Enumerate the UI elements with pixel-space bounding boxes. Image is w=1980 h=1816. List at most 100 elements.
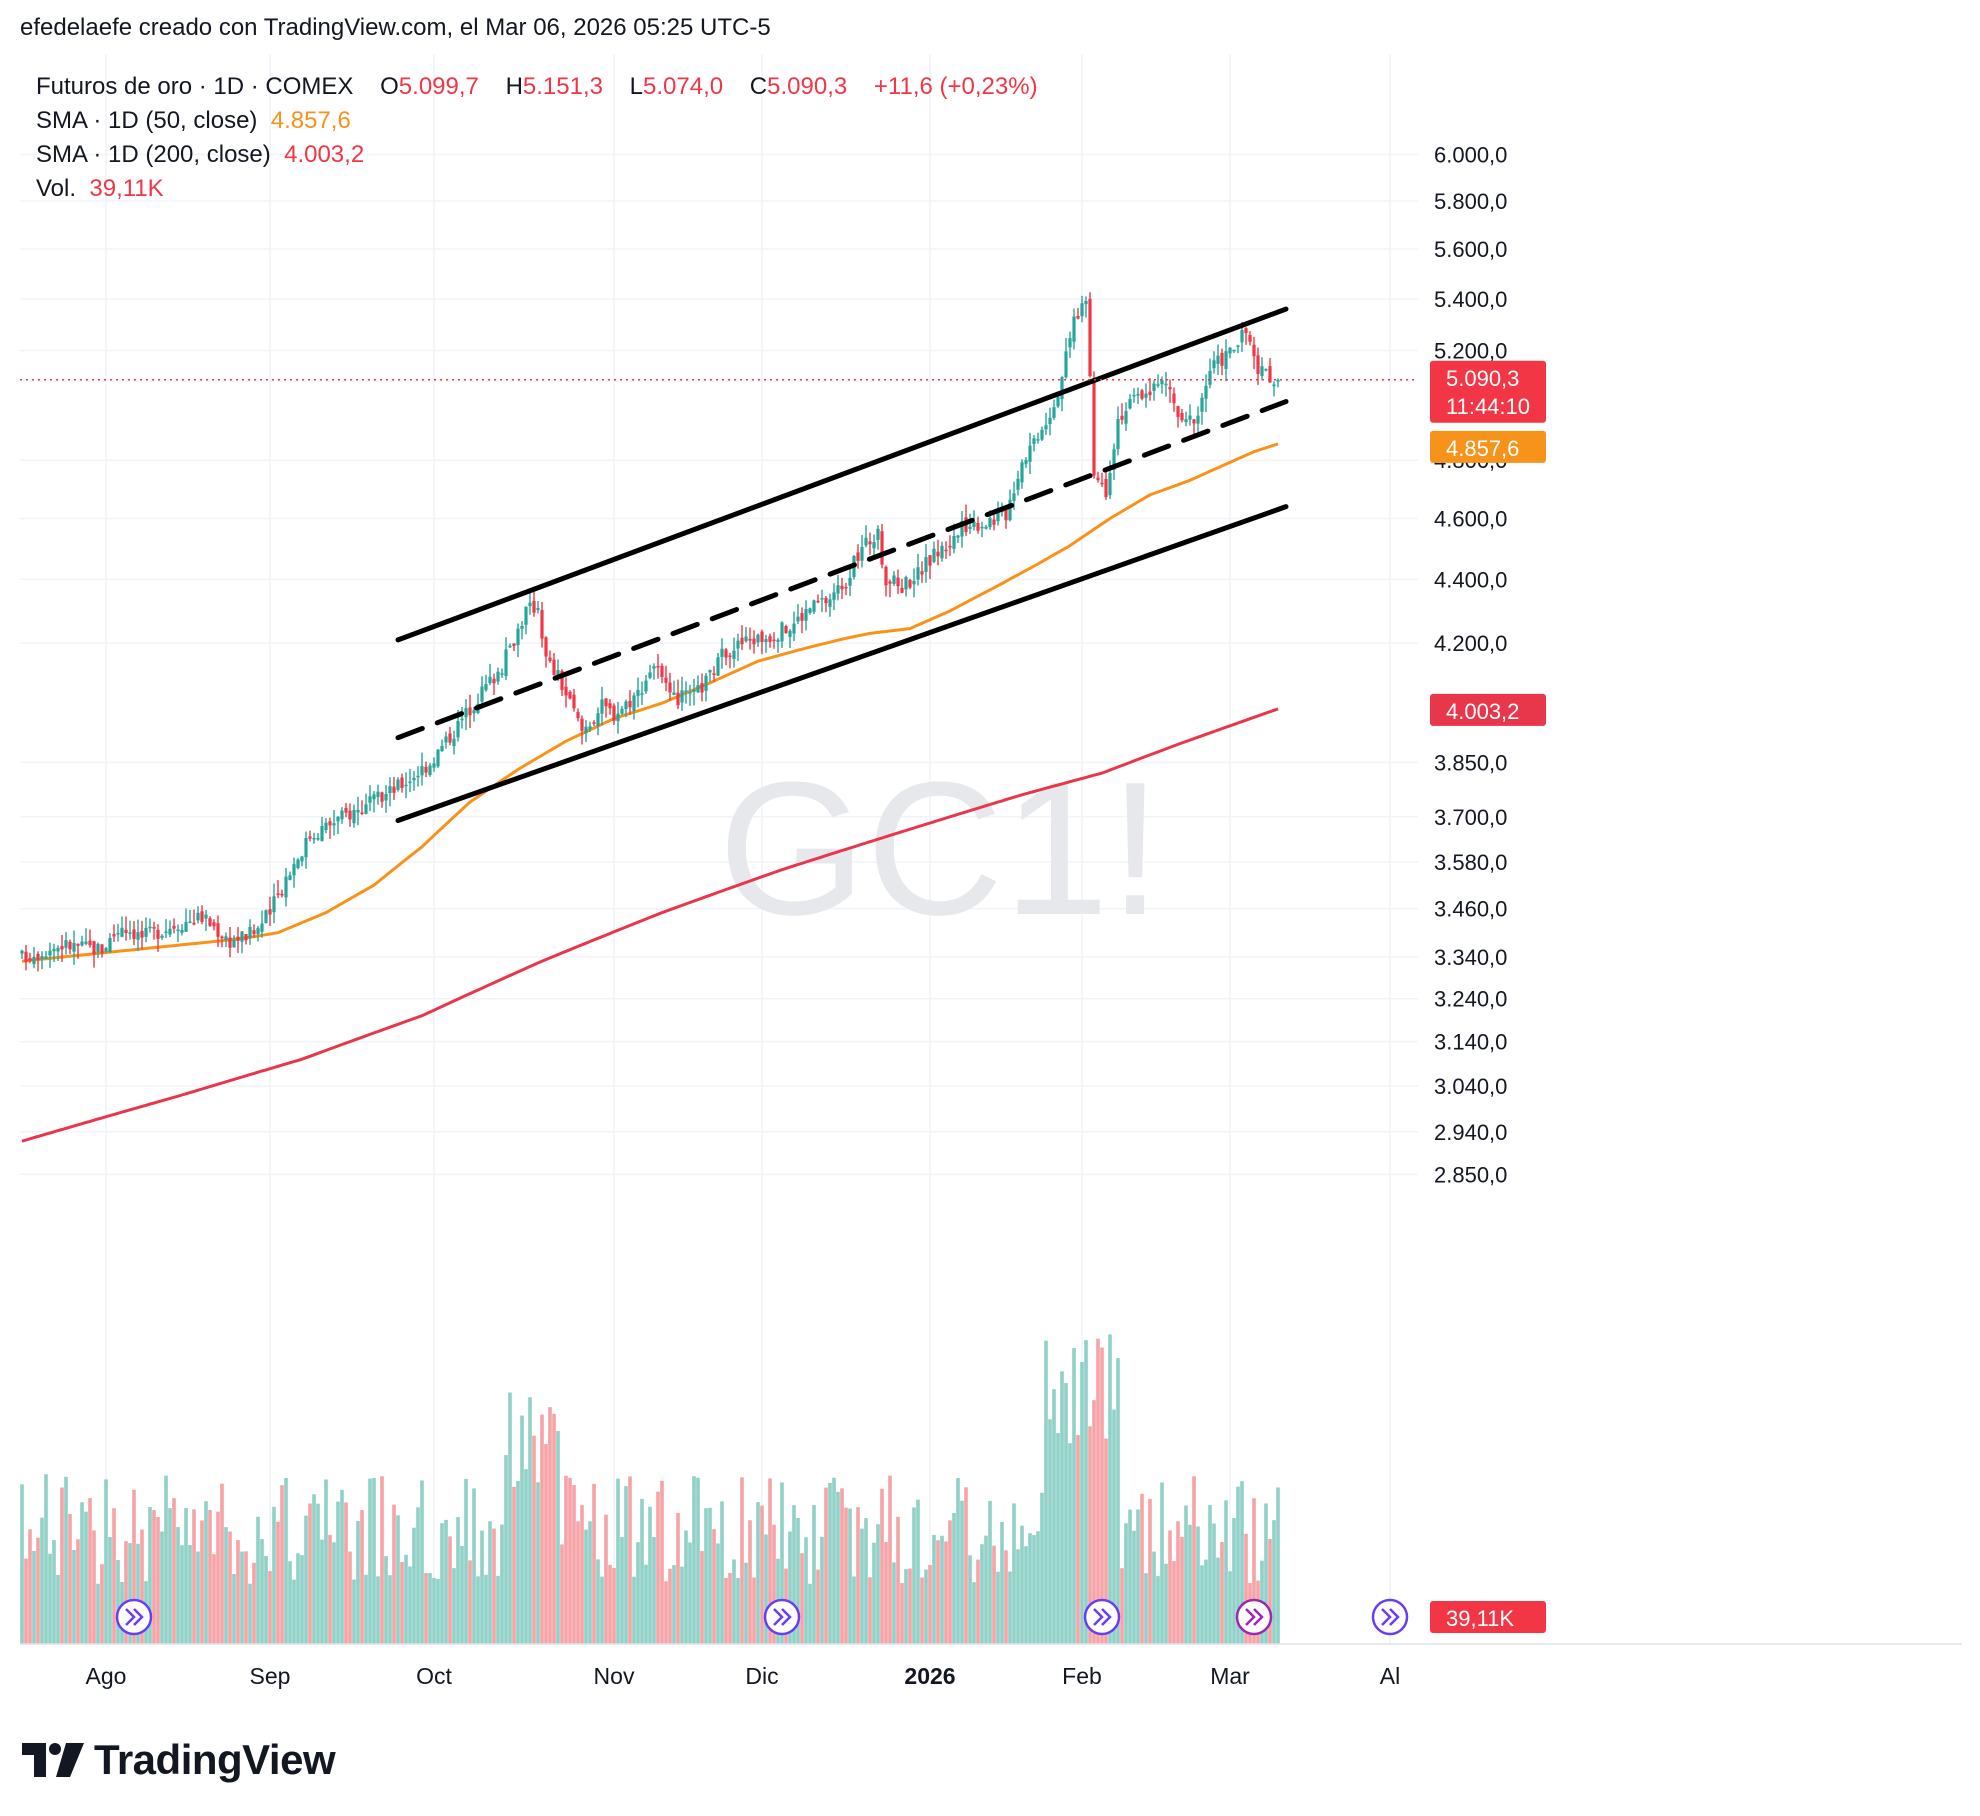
volume-bar	[432, 1577, 436, 1644]
candle-body	[284, 876, 288, 898]
candle-body	[384, 794, 388, 801]
volume-bar	[1184, 1505, 1188, 1644]
candle-body	[68, 941, 72, 950]
candle-body	[1260, 366, 1264, 376]
event-marker[interactable]	[1371, 1598, 1409, 1636]
candle-body	[368, 796, 372, 803]
volume-bar	[1080, 1361, 1084, 1644]
volume-bar	[1228, 1571, 1232, 1644]
volume-bar	[396, 1515, 400, 1644]
candle-body	[1116, 418, 1120, 450]
candle-body	[1256, 355, 1260, 375]
y-tick-label: 6.000,0	[1434, 143, 1507, 168]
chart-frame[interactable]: GC1! 6.000,0 5.800,0 5.600,0 5.400,0 5.200,0…	[20, 54, 1962, 1700]
event-marker[interactable]	[1083, 1598, 1121, 1636]
legend-open-label: O	[380, 73, 399, 100]
candle-body	[1012, 493, 1016, 501]
volume-bar	[248, 1583, 252, 1644]
y-tick-label: 5.800,0	[1434, 189, 1507, 214]
candle-body	[84, 941, 88, 944]
candle-body	[1040, 429, 1044, 440]
volume-bar	[160, 1531, 164, 1644]
candle-body	[728, 655, 732, 657]
volume-bar	[1264, 1503, 1268, 1644]
candle-body	[160, 935, 164, 938]
candle-body	[988, 517, 992, 528]
x-tick-label: Oct	[416, 1663, 452, 1689]
legend-sma200-row[interactable]: SMA · 1D (200, close) 4.003,2	[36, 138, 1038, 172]
candle-body	[1064, 351, 1068, 378]
volume-bar	[200, 1520, 204, 1644]
candle-body	[1128, 399, 1132, 409]
volume-bar	[556, 1431, 560, 1644]
y-tick-label: 3.240,0	[1434, 987, 1507, 1012]
volume-bar	[116, 1560, 120, 1644]
candle-body	[260, 923, 264, 932]
legend-sma50-row[interactable]: SMA · 1D (50, close) 4.857,6	[36, 104, 1038, 138]
candle-body	[1076, 315, 1080, 319]
volume-bar	[348, 1551, 352, 1644]
candle-body	[436, 749, 440, 767]
candle-body	[356, 809, 360, 813]
volume-bar	[1216, 1557, 1220, 1644]
volume-bar	[676, 1512, 680, 1644]
candle-body	[944, 549, 948, 552]
candle-body	[308, 836, 312, 839]
volume-bar	[388, 1575, 392, 1644]
candle-body	[128, 932, 132, 934]
candle-body	[644, 680, 648, 692]
price-chart[interactable]: GC1! 6.000,05.800,05.600,05.400,05.200,0…	[20, 54, 1962, 1700]
y-tick-label: 3.850,0	[1434, 750, 1507, 775]
volume-bar	[1244, 1533, 1248, 1644]
candle-body	[400, 777, 404, 789]
volume-bar	[976, 1559, 980, 1644]
candle-body	[460, 718, 464, 721]
x-tick-label: Dic	[745, 1663, 778, 1689]
candle-body	[1216, 355, 1220, 364]
candle-body	[1016, 478, 1020, 490]
volume-bar	[888, 1475, 892, 1644]
volume-bar	[244, 1551, 248, 1644]
candle-body	[456, 721, 460, 738]
candle-body	[1112, 449, 1116, 470]
candle-body	[1132, 394, 1136, 397]
event-marker[interactable]	[1235, 1598, 1273, 1636]
tradingview-logo[interactable]: TradingView	[22, 1736, 336, 1784]
candle-body	[1232, 349, 1236, 352]
volume-bar	[948, 1520, 952, 1644]
candle-body	[868, 541, 872, 545]
legend-close-label: C	[749, 73, 768, 100]
candle-body	[140, 930, 144, 938]
candle-body	[220, 936, 224, 939]
last-price-badge-bg	[1430, 360, 1546, 423]
event-marker[interactable]	[115, 1598, 153, 1636]
candle-body	[556, 670, 560, 677]
candle-body	[100, 944, 104, 954]
volume-bar	[968, 1555, 972, 1644]
candle-body	[48, 950, 52, 956]
candle-body	[196, 912, 200, 921]
candle-body	[980, 526, 984, 529]
candle-body	[744, 636, 748, 642]
candle-body	[1248, 335, 1252, 342]
volume-bar	[480, 1530, 484, 1644]
volume-bar	[516, 1481, 520, 1644]
volume-bar	[744, 1562, 748, 1644]
volume-bar	[104, 1479, 108, 1644]
event-marker[interactable]	[763, 1598, 801, 1636]
legend-volume-row[interactable]: Vol. 39,11K	[36, 172, 1038, 206]
candle-body	[824, 597, 828, 604]
candle-body	[996, 511, 1000, 522]
volume-bar	[972, 1582, 976, 1644]
candle-body	[664, 677, 668, 683]
candle-body	[1224, 351, 1228, 369]
volume-bar	[1208, 1505, 1212, 1644]
grid	[20, 54, 1418, 1644]
trendlines	[395, 306, 1289, 824]
volume-bar	[1200, 1565, 1204, 1644]
candle-body	[184, 921, 188, 932]
volume-bar	[1188, 1524, 1192, 1644]
volume-bar	[728, 1572, 732, 1644]
legend-ohlc-row[interactable]: Futuros de oro · 1D · COMEX O5.099,7 H5.…	[36, 70, 1038, 104]
candle-body	[36, 953, 40, 960]
